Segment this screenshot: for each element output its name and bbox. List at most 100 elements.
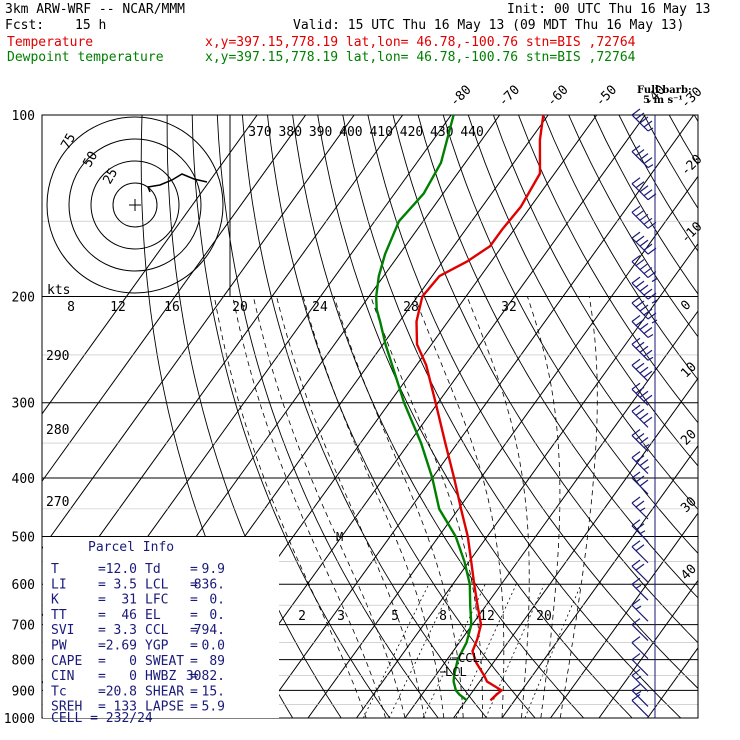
wind-barb (631, 683, 649, 707)
dry-adiabat (492, 115, 698, 467)
parcel-param-name: T (51, 562, 59, 577)
hodograph-tick-label: 8 (67, 300, 75, 315)
isotherm (42, 115, 307, 483)
isotherm-label: -70 (496, 83, 523, 110)
hodograph-ring-label: 75 (58, 131, 79, 152)
parcel-param-name: LCL (145, 577, 169, 592)
isotherm (550, 512, 698, 718)
full-barb-unit: 5 m s⁻¹ (643, 95, 683, 106)
parcel-equals: = (98, 639, 106, 654)
parcel-param-name: LFC (145, 593, 168, 608)
pressure-tick-label: 500 (12, 530, 35, 545)
moist-adiabat (370, 296, 483, 718)
lcl-marker: LCL (445, 665, 467, 679)
hodograph-tick-label: 32 (501, 300, 517, 315)
temperature-profile (415, 114, 545, 702)
parcel-param-value: 0 (129, 669, 137, 684)
plot-frame (41, 114, 699, 719)
isotherm (42, 115, 355, 550)
pressure-tick-label: 700 (12, 619, 35, 634)
dry-adiabat (693, 115, 698, 123)
parcel-equals: = (98, 562, 106, 577)
theta-label-left: 290 (46, 349, 69, 364)
isotherm-label: -80 (447, 83, 474, 110)
parcel-equals: = (98, 577, 106, 592)
wind-barb (631, 618, 649, 642)
legend-series-name: Dewpoint temperature (7, 50, 164, 65)
wind-barb (631, 451, 650, 475)
parcel-param-value: 31 (121, 593, 137, 608)
theta-label: 440 (460, 125, 483, 140)
wind-barb (631, 636, 649, 660)
wind-barb (631, 296, 658, 324)
parcel-equals: = (98, 623, 106, 638)
mixing-ratio-line (524, 584, 582, 718)
parcel-param-value: 3.3 (114, 623, 137, 638)
parcel-equals: = (98, 593, 106, 608)
hodograph-ring-label: 25 (100, 166, 121, 187)
wind-barb (631, 577, 649, 601)
pressure-tick-label: 200 (12, 291, 35, 306)
parcel-param-name: CCL (145, 623, 169, 638)
parcel-cell: CELL = 232/24 (51, 711, 153, 726)
parcel-param-value: 5.9 (202, 700, 225, 715)
pressure-tick-label: 100 (12, 109, 35, 124)
isotherm-label: -10 (678, 219, 705, 246)
wind-barb (631, 337, 654, 361)
wind-barb (631, 559, 649, 583)
moist-adiabat (253, 296, 406, 718)
dry-adiabat (417, 115, 698, 599)
dry-adiabat (442, 115, 698, 554)
parcel-param-value: 2.69 (106, 639, 137, 654)
parcel-param-value: 3082. (186, 669, 225, 684)
parcel-equals: = (190, 639, 198, 654)
parcel-param-value: 46 (121, 608, 137, 623)
parcel-param-value: 0. (209, 608, 225, 623)
wind-barb (631, 519, 649, 543)
wind-barb (631, 358, 653, 382)
parcel-param-value: 0.0 (202, 639, 225, 654)
dry-adiabat (342, 115, 682, 718)
parcel-equals: = (190, 684, 198, 699)
isotherm (453, 377, 698, 718)
hodograph-tick-label: 28 (403, 300, 419, 315)
wind-barbs (631, 108, 658, 718)
parcel-param-value: 89 (209, 654, 225, 669)
moist-adiabat (414, 296, 505, 718)
isotherm (259, 115, 695, 718)
mixing-ratio-label: 5 (391, 609, 399, 624)
parcel-param-value: 9.9 (202, 562, 225, 577)
parcel-param-name: CAPE (51, 654, 82, 669)
mixing-ratio-line (485, 584, 545, 718)
parcel-equals: = (98, 608, 106, 623)
wind-barb (631, 653, 649, 676)
isotherm (307, 175, 698, 718)
hodograph-tick-label: 20 (232, 300, 248, 315)
parcel-info-background (43, 537, 279, 718)
parcel-equals: = (98, 654, 106, 669)
theta-label: 410 (369, 125, 392, 140)
dry-adiabat (241, 115, 488, 718)
hodograph-trace (146, 173, 208, 193)
parcel-equals: = (190, 562, 198, 577)
parcel-param-value: 3.5 (114, 577, 137, 592)
isotherm-label: 0 (678, 298, 694, 314)
parcel-param-name: LI (51, 577, 67, 592)
wind-barb (631, 276, 658, 304)
parcel-equals: = (98, 669, 106, 684)
header: Full barb:5 m s⁻¹ 3km ARW-WRF -- NCAR/MMM… (5, 2, 711, 106)
parcel-equals: = (98, 700, 106, 715)
mixing-ratio-label: 8 (439, 609, 447, 624)
isotherm (42, 115, 258, 415)
pressure-tick-label: 900 (12, 684, 35, 699)
parcel-equals: = (190, 577, 198, 592)
parcel-equals: = (190, 700, 198, 715)
parcel-equals: = (190, 593, 198, 608)
hodograph-tick-label: 16 (164, 300, 180, 315)
theta-label: 380 (279, 125, 302, 140)
full-barb-label: Full barb: (637, 85, 692, 96)
dewpoint-profile (374, 114, 473, 702)
legend-station-info: x,y=397.15,778.19 lat,lon= 46.78,-100.76… (205, 50, 636, 65)
